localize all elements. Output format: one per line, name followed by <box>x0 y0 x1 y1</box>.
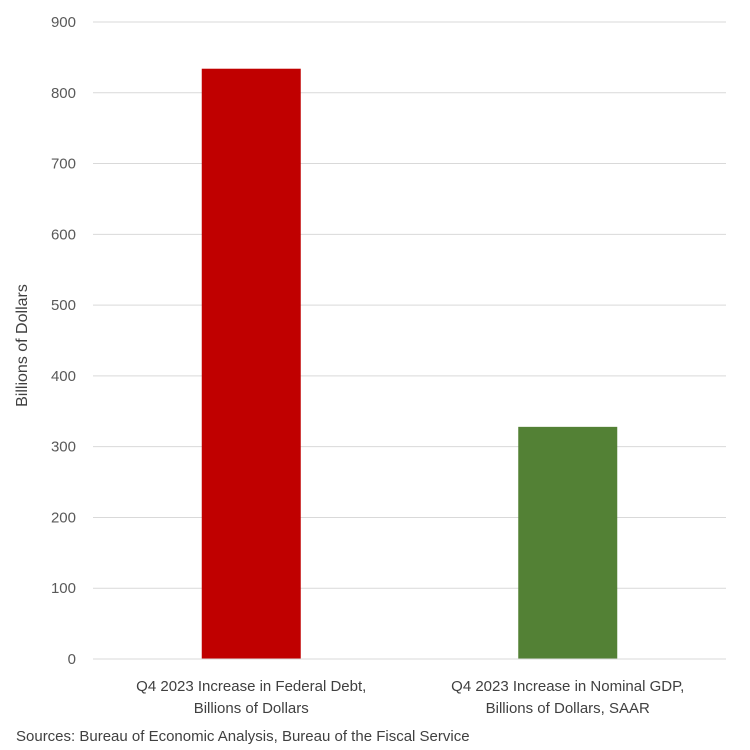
y-axis-title: Billions of Dollars <box>14 284 31 407</box>
x-category-label: Q4 2023 Increase in Nominal GDP, Billions… <box>451 678 684 717</box>
bar <box>201 68 301 660</box>
source-note: Sources: Bureau of Economic Analysis, Bu… <box>16 728 470 745</box>
y-tick-label: 200 <box>51 509 76 526</box>
y-tick-label: 800 <box>51 85 76 102</box>
y-tick-label: 600 <box>51 226 76 243</box>
y-axis-tick-labels: 0 100 200 300 400 500 600 700 800 900 <box>51 14 76 668</box>
y-tick-label: 400 <box>51 368 76 385</box>
x-axis-category-labels: Q4 2023 Increase in Federal Debt, Billion… <box>136 678 684 717</box>
y-tick-label: 900 <box>51 14 76 31</box>
y-tick-label: 500 <box>51 297 76 314</box>
bars <box>201 68 618 660</box>
gridlines <box>93 21 726 589</box>
y-tick-label: 700 <box>51 156 76 173</box>
bar <box>518 426 618 659</box>
x-category-label: Q4 2023 Increase in Federal Debt, Billion… <box>136 678 366 717</box>
y-tick-label: 100 <box>51 580 76 597</box>
y-tick-label: 300 <box>51 439 76 456</box>
y-tick-label: 0 <box>68 651 76 668</box>
